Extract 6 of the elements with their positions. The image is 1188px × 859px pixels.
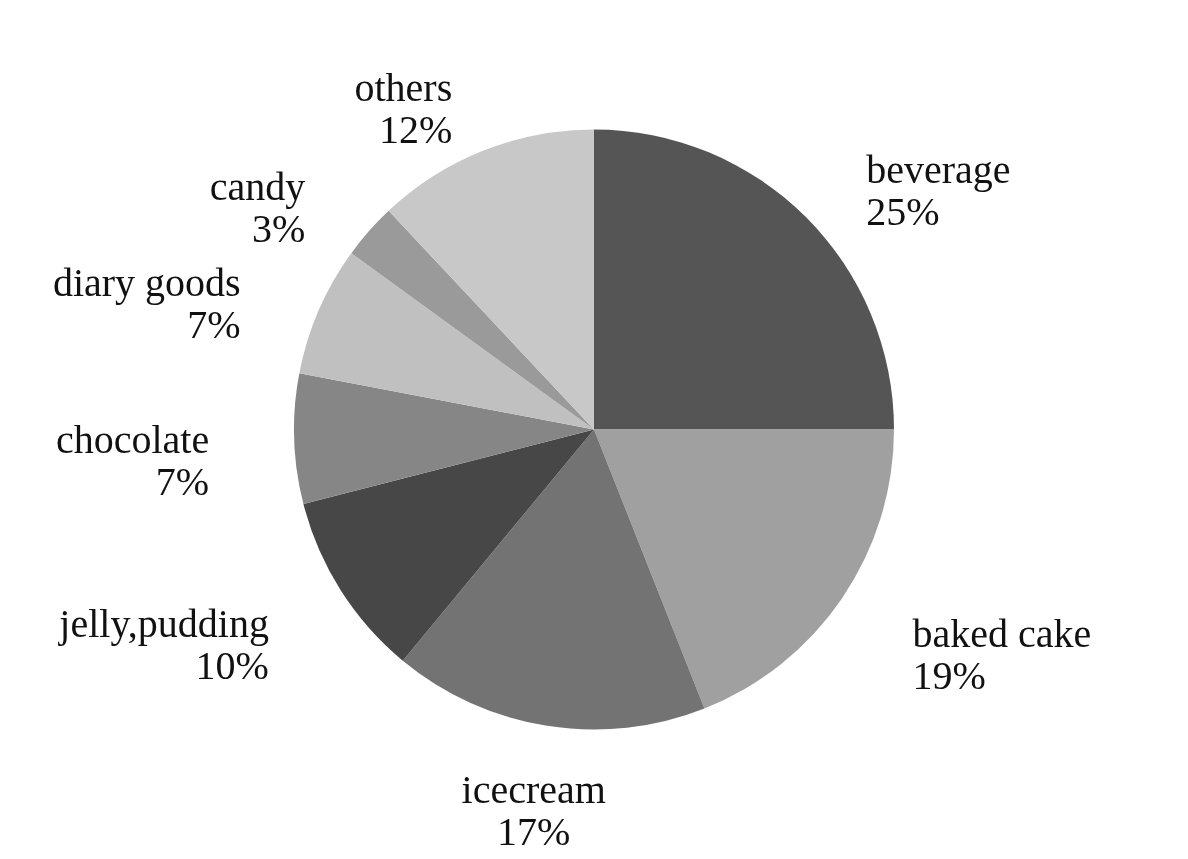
pie-slice [402, 429, 705, 730]
pie-slice [303, 429, 594, 661]
pie-slice [351, 210, 594, 430]
pie-slice [294, 373, 594, 505]
pie-slice [594, 429, 894, 709]
slice-label: candy [209, 163, 306, 209]
